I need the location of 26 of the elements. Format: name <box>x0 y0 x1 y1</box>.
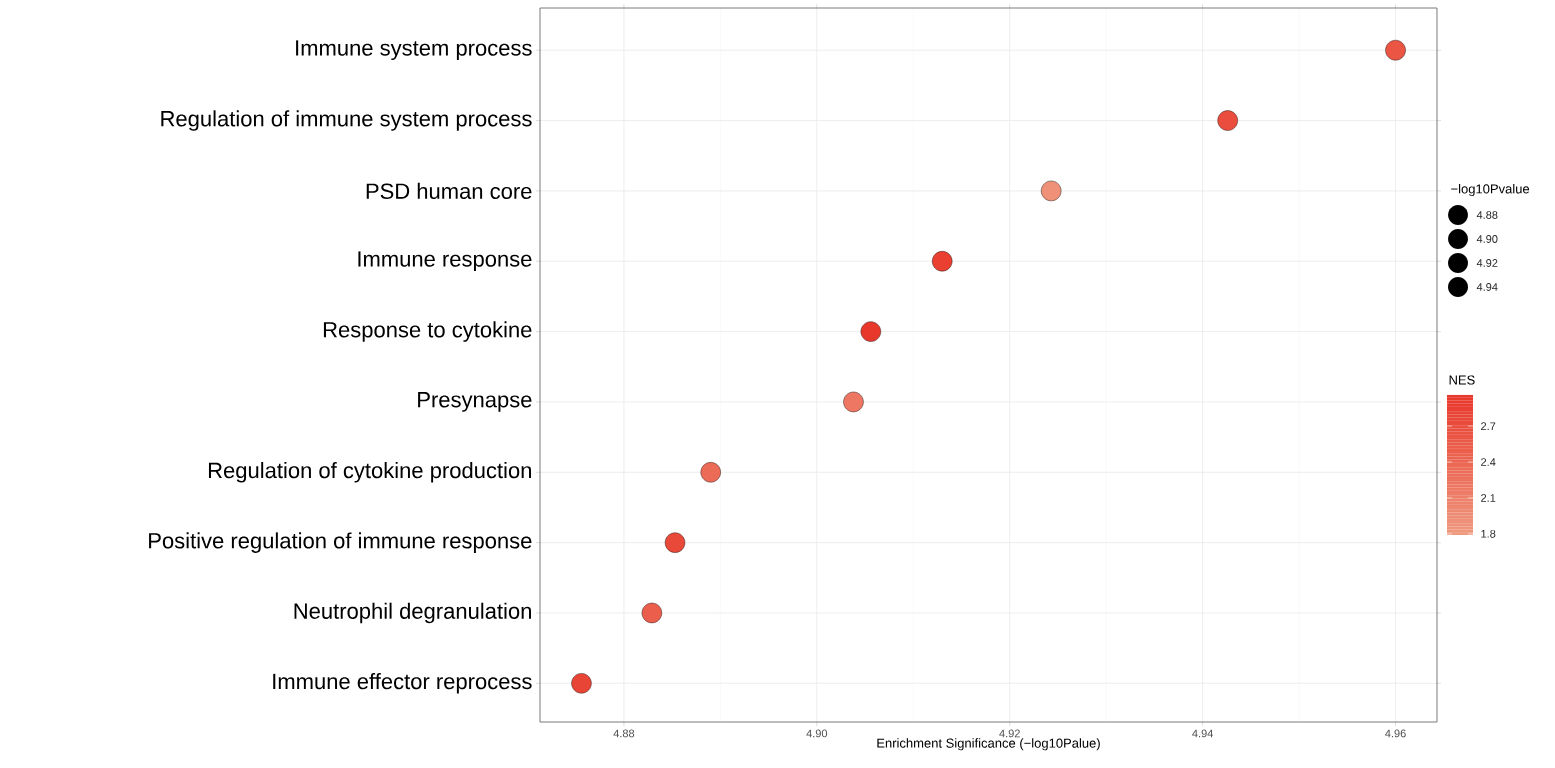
x-tick-label: 4.88 <box>613 729 635 738</box>
x-tick-label: 4.90 <box>806 729 828 738</box>
x-tick-label: 4.92 <box>999 729 1020 738</box>
legend-label: 4.90 <box>1476 235 1498 243</box>
y-tick-label: Presynapse <box>418 392 532 412</box>
y-tick-label: Neutrophil degranulation <box>294 602 531 624</box>
y-tick-label: Regulation of cytokine production <box>208 462 531 483</box>
x-tick-label: 4.96 <box>1385 729 1406 738</box>
color-bar-label: 2.4 <box>1481 458 1496 466</box>
y-tick-label: Positive regulation of immune response <box>149 532 532 553</box>
y-tick-label: Regulation of immune system process <box>161 110 532 131</box>
y-tick-label: Response to cytokine <box>323 321 532 342</box>
y-tick-label: Immune effector reprocess <box>273 673 532 694</box>
color-bar-label: 1.8 <box>1481 529 1496 538</box>
y-tick-label: Immune response <box>358 251 532 272</box>
legend-label: 4.92 <box>1476 259 1498 267</box>
legend-title: −log10Pvalue <box>1451 183 1530 197</box>
x-tick-label: 4.94 <box>1192 729 1213 738</box>
color-bar-label: 2.1 <box>1481 494 1496 502</box>
color-bar-title: NES <box>1449 375 1475 385</box>
color-bar-label: 2.7 <box>1481 422 1496 430</box>
y-tick-label: PSD human core <box>366 182 532 199</box>
legend-label: 4.94 <box>1476 283 1498 291</box>
y-tick-label: Immune system process <box>296 40 532 61</box>
legend-label: 4.88 <box>1476 211 1498 219</box>
x-axis-title: Enrichment Significance (−log10Palue) <box>877 738 1100 751</box>
